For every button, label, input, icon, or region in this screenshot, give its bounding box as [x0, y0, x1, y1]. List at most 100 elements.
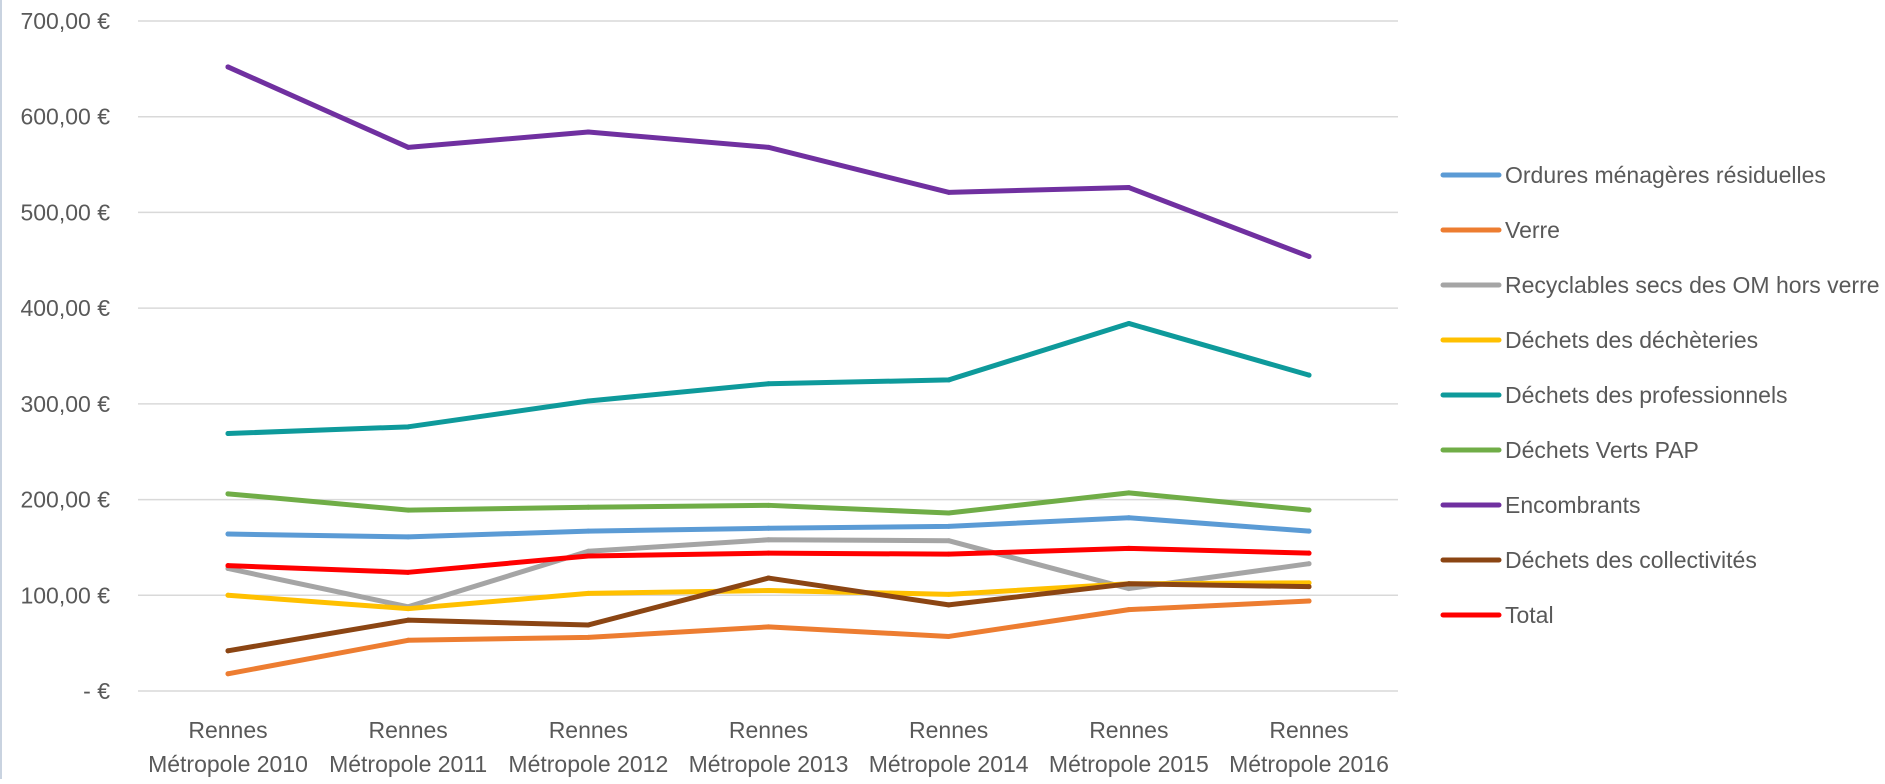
- data-point: [766, 502, 771, 508]
- data-point: [1126, 581, 1132, 587]
- data-point: [946, 633, 952, 639]
- legend-label: Total: [1505, 602, 1554, 628]
- data-point: [225, 64, 231, 70]
- legend-label: Ordures ménagères résiduelles: [1505, 162, 1826, 188]
- data-point: [405, 606, 411, 612]
- data-point: [585, 129, 591, 135]
- data-point: [1126, 607, 1132, 613]
- legend-label: Déchets des professionnels: [1505, 382, 1788, 408]
- data-point: [585, 528, 591, 534]
- data-point: [225, 491, 231, 497]
- x-tick-label: Rennes: [549, 717, 628, 743]
- y-tick-label: 600,00 €: [20, 104, 110, 130]
- data-point: [1306, 253, 1312, 259]
- data-point: [766, 381, 771, 387]
- x-tick-label: Rennes: [188, 717, 267, 743]
- data-point: [946, 523, 952, 529]
- x-tick-label: Métropole 2012: [508, 751, 668, 777]
- y-tick-label: 200,00 €: [20, 487, 110, 513]
- data-point: [585, 504, 591, 510]
- series-line-1: [225, 598, 1312, 677]
- x-tick-label: Métropole 2016: [1229, 751, 1389, 777]
- data-point: [405, 617, 411, 623]
- legend: Ordures ménagères résiduelles Verre Recycl…: [1440, 162, 1880, 628]
- data-point: [225, 648, 231, 654]
- data-point: [225, 431, 231, 437]
- x-tick-label: Rennes: [729, 717, 808, 743]
- data-point: [585, 548, 591, 554]
- x-tick-label: Rennes: [1089, 717, 1168, 743]
- x-axis-tick-labels: Rennes Métropole 2010 Rennes Métropole 2011…: [148, 717, 1389, 777]
- data-point: [1126, 185, 1132, 191]
- left-border: [0, 0, 2, 779]
- data-point: [225, 592, 231, 598]
- data-point: [766, 537, 771, 543]
- data-point: [1306, 372, 1312, 378]
- data-point: [766, 144, 771, 150]
- data-point: [585, 398, 591, 404]
- data-point: [585, 622, 591, 628]
- data-point: [225, 531, 231, 537]
- data-point: [1306, 550, 1312, 556]
- data-point: [1126, 586, 1132, 592]
- data-point: [405, 534, 411, 540]
- data-point: [405, 507, 411, 513]
- data-point: [1126, 490, 1132, 496]
- data-point: [766, 525, 771, 531]
- legend-label: Recyclables secs des OM hors verre: [1505, 272, 1880, 298]
- data-point: [405, 569, 411, 575]
- x-tick-label: Rennes: [909, 717, 988, 743]
- data-point: [1306, 507, 1312, 513]
- data-point: [946, 510, 952, 516]
- legend-label: Déchets des collectivités: [1505, 547, 1757, 573]
- data-point: [1306, 580, 1312, 586]
- data-point: [585, 553, 591, 559]
- data-point: [225, 671, 231, 677]
- data-point: [405, 144, 411, 150]
- x-tick-label: Métropole 2014: [869, 751, 1029, 777]
- data-point: [1126, 320, 1132, 326]
- data-point: [766, 624, 771, 630]
- y-tick-label: 400,00 €: [20, 295, 110, 321]
- data-point: [405, 637, 411, 643]
- x-tick-label: Métropole 2011: [329, 751, 487, 777]
- y-axis-tick-labels: - € 100,00 € 200,00 € 300,00 € 400,00 € 500,0…: [20, 8, 110, 704]
- data-point: [1306, 584, 1312, 590]
- data-point: [585, 634, 591, 640]
- legend-label: Encombrants: [1505, 492, 1641, 518]
- data-point: [946, 189, 952, 195]
- series-line-4: [225, 320, 1312, 437]
- x-tick-label: Métropole 2015: [1049, 751, 1209, 777]
- y-tick-label: - €: [83, 678, 110, 704]
- data-point: [1126, 515, 1132, 521]
- data-point: [946, 377, 952, 383]
- y-tick-label: 100,00 €: [20, 582, 110, 608]
- data-point: [946, 551, 952, 557]
- data-point: [225, 563, 231, 569]
- legend-label: Déchets Verts PAP: [1505, 437, 1699, 463]
- x-tick-label: Rennes: [1269, 717, 1348, 743]
- data-point: [1306, 528, 1312, 534]
- data-point: [946, 538, 952, 544]
- data-point: [946, 602, 952, 608]
- data-point: [1306, 598, 1312, 604]
- data-point: [405, 424, 411, 430]
- x-tick-label: Rennes: [369, 717, 448, 743]
- series-line-6: [225, 64, 1312, 259]
- y-tick-label: 300,00 €: [20, 391, 110, 417]
- data-point: [1126, 545, 1132, 551]
- x-tick-label: Métropole 2013: [689, 751, 849, 777]
- y-tick-label: 700,00 €: [20, 8, 110, 34]
- data-point: [946, 591, 952, 597]
- legend-label: Verre: [1505, 217, 1560, 243]
- data-point: [766, 550, 771, 556]
- data-point: [585, 590, 591, 596]
- x-tick-label: Métropole 2010: [148, 751, 308, 777]
- data-point: [1306, 561, 1312, 567]
- data-point: [766, 575, 771, 581]
- series-lines: [225, 64, 1312, 677]
- data-point: [766, 588, 771, 593]
- y-tick-label: 500,00 €: [20, 199, 110, 225]
